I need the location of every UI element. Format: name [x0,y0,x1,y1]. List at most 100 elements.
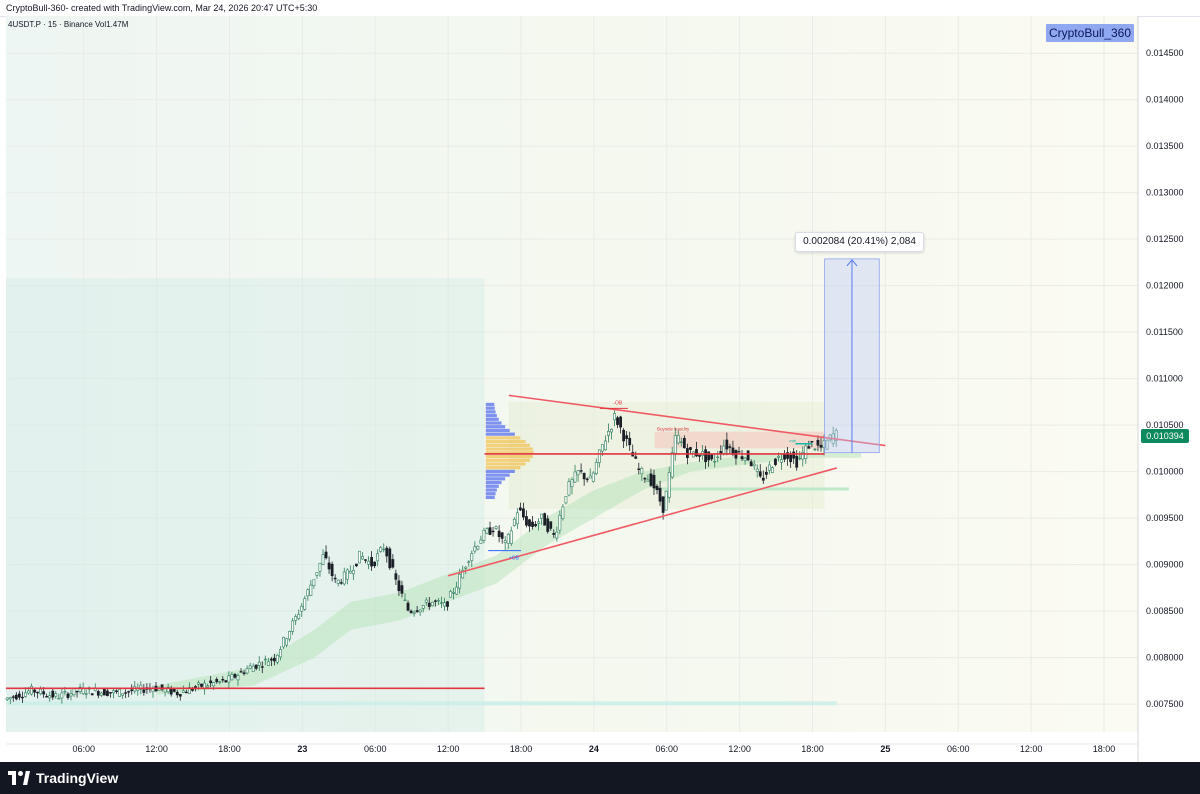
liquidity-label: Buyside liquidity [657,427,690,432]
candle [579,470,583,472]
candle [561,506,565,519]
candle [227,675,231,683]
candle [682,438,686,449]
volume-profile-bar [485,466,521,470]
candle [600,444,604,452]
candle [424,599,428,603]
candle [127,691,131,693]
candle [476,545,480,550]
price-tick-label: 0.007500 [1146,699,1184,709]
candle [780,459,783,463]
candle [184,691,188,694]
candle [197,682,200,685]
candle [297,614,301,619]
candle [792,451,796,459]
candle [522,508,525,518]
brand-label: TradingView [36,770,119,786]
candle [263,658,267,661]
measure-label[interactable]: 0.002084 (20.41%) 2,084 [795,232,924,252]
time-tick-label: 25 [880,744,890,754]
candle [555,531,559,539]
candle [452,592,455,594]
candle [716,456,720,459]
time-tick-label: 06:00 [72,744,95,754]
candle [17,693,21,698]
volume-profile-bar [485,413,497,418]
cloud-band [156,453,862,695]
candle [673,435,677,454]
candle [655,485,659,491]
candle [458,573,462,589]
candle [795,455,799,468]
candle [358,550,361,564]
price-tick-label: 0.008500 [1146,606,1184,616]
time-tick-label: 12:00 [437,744,460,754]
candle [339,582,343,584]
candle [367,560,370,565]
candle [84,693,88,695]
candle [397,580,401,592]
time-tick-label: 12:00 [145,744,168,754]
time-tick-label: 24 [589,744,599,754]
triangle-lower-line [447,467,837,577]
candle [646,479,650,482]
candle [597,449,601,463]
candle [689,447,692,450]
candle [707,451,711,461]
candle [643,477,647,480]
candle [39,688,43,695]
drawings[interactable]: -OB +OB Buyside liquidity eqh [6,258,886,690]
candle [321,554,325,565]
symbol-legend[interactable]: 4USDT.P · 15 · Binance Vol1.47M [8,20,129,29]
candle [112,690,115,694]
candle [725,439,729,450]
candle [36,691,39,694]
candle [695,449,698,457]
time-tick-label: 23 [297,744,307,754]
ob-bull-label: +OB [509,556,520,562]
tradingview-brand[interactable]: TradingView [8,769,118,787]
time-tick-label: 18:00 [218,744,241,754]
candle [804,445,808,460]
candle [755,468,759,472]
candle [801,452,805,460]
candle [364,559,367,561]
candle [819,444,823,448]
chart-background [6,16,1138,732]
candle [200,683,203,687]
candle [96,691,100,696]
candle [221,679,225,681]
candle [166,686,170,692]
candle [774,458,777,465]
candle [254,664,258,669]
candle [443,602,446,607]
candle [163,688,167,693]
volume-profile-bar [485,447,533,451]
candle [430,601,434,606]
candle [761,477,765,481]
candle [607,430,610,436]
candle [33,689,36,693]
candle [740,456,744,460]
candle [652,474,656,489]
volume-profile-bar [485,410,496,414]
candle [604,440,607,451]
candle [269,658,273,661]
candle [822,440,826,448]
candle [440,602,443,604]
candle [215,679,219,683]
candle [400,585,404,594]
candle [139,684,143,690]
ob-bear-label: -OB [613,400,623,406]
candle [279,649,282,658]
candle [558,515,562,531]
candle [121,693,125,696]
candle [388,548,392,569]
candle [90,693,94,696]
candle [616,417,619,425]
candle [306,589,310,597]
candle [11,696,15,698]
candle [540,513,544,519]
candle [764,471,768,475]
